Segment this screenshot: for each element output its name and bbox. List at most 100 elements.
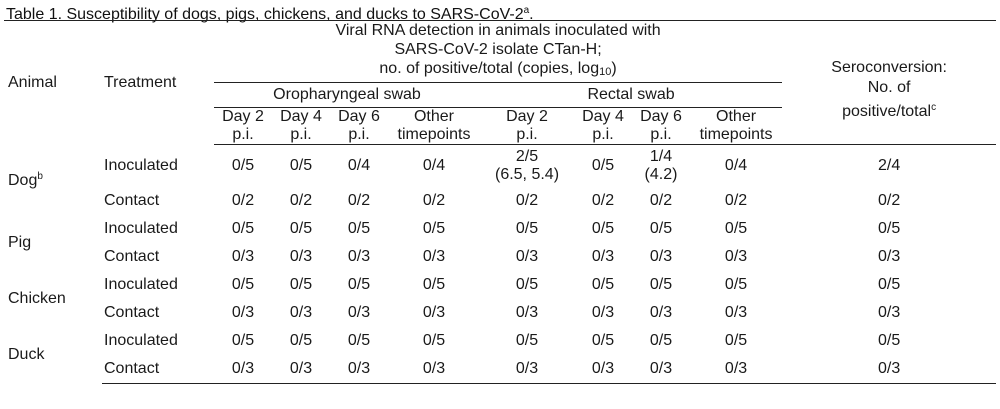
table-cell: 0/2: [515, 192, 539, 209]
col-header-oropharyngeal: Oropharyngeal swab: [214, 82, 480, 108]
table-cell: 0/2: [724, 192, 748, 209]
table-cell: 0/2: [231, 192, 255, 209]
table-row: Contact 0/2 0/2 0/2 0/2 0/2 0/2 0/2 0/2 …: [4, 187, 996, 215]
table-cell: 0/5: [591, 332, 615, 349]
table-cell: 0/3: [724, 248, 748, 265]
table-cell: 0/5: [724, 332, 748, 349]
col-header-rectal-day2: Day 2 p.i.: [506, 108, 548, 143]
treatment-cell: Contact: [104, 304, 160, 321]
treatment-cell: Inoculated: [104, 157, 178, 174]
table-cell: 0/3: [877, 248, 901, 265]
table-cell: 2/5 (6.5, 5.4): [494, 148, 560, 183]
table-cell: 2/4: [877, 157, 901, 174]
table-cell: 0/5: [724, 276, 748, 293]
treatment-cell: Inoculated: [104, 332, 178, 349]
caption-text: Table 1. Susceptibility of dogs, pigs, c…: [6, 6, 524, 23]
sero-line-2: No. of: [867, 78, 911, 96]
table-cell: 0/3: [649, 248, 673, 265]
table-row: Chicken Inoculated 0/5 0/5 0/5 0/5 0/5 0…: [4, 271, 996, 307]
table-cell: 0/5: [515, 332, 539, 349]
viral-rna-line-3: no. of positive/total (copies, log10): [379, 60, 617, 78]
treatment-cell: Contact: [104, 248, 160, 265]
col-header-oro-day2: Day 2 p.i.: [222, 108, 264, 143]
table-row: Contact 0/3 0/3 0/3 0/3 0/3 0/3 0/3 0/3 …: [4, 355, 997, 384]
table-cell: 0/5: [877, 276, 901, 293]
table-cell: 0/3: [214, 355, 272, 384]
table-row: Contact 0/3 0/3 0/3 0/3 0/3 0/3 0/3 0/3 …: [4, 243, 996, 271]
col-header-seroconversion: Seroconversion: No. of positive/totalc: [782, 21, 996, 145]
table-cell: 0/3: [347, 248, 371, 265]
table-cell: 0/5: [422, 276, 446, 293]
table-cell: 0/3: [591, 248, 615, 265]
table-cell: 0/5: [231, 220, 255, 237]
sero-line-1: Seroconversion:: [831, 58, 947, 76]
col-header-oro-day4: Day 4 p.i.: [280, 108, 322, 143]
table-row: Pig Inoculated 0/5 0/5 0/5 0/5 0/5 0/5 0…: [4, 215, 996, 251]
table-cell: 0/5: [231, 276, 255, 293]
animal-cell-dog: Dogb: [8, 170, 43, 189]
table-cell: 0/5: [231, 332, 255, 349]
table-cell: 0/5: [289, 332, 313, 349]
col-header-oro-other: Other timepoints: [397, 108, 471, 143]
table-cell: 0/5: [724, 220, 748, 237]
table-cell: 0/3: [632, 355, 690, 384]
table-cell: 0/5: [289, 157, 313, 174]
table-cell: 0/3: [422, 248, 446, 265]
col-header-rectal: Rectal swab: [480, 82, 783, 108]
col-header-rectal-other: Other timepoints: [699, 108, 773, 143]
table-cell: 0/5: [877, 332, 901, 349]
table-cell: 0/3: [272, 355, 330, 384]
table-cell: 0/3: [347, 304, 371, 321]
sero-line-3: positive/totalc: [842, 101, 937, 120]
col-header-animal: Animal: [8, 73, 57, 91]
table-cell: 0/5: [347, 276, 371, 293]
table-cell: 0/3: [231, 304, 255, 321]
susceptibility-table: Animal Treatment Viral RNA detection in …: [4, 20, 997, 384]
table-cell: 0/2: [877, 192, 901, 209]
table-cell: 0/2: [289, 192, 313, 209]
animal-cell-chicken: Chicken: [8, 290, 66, 307]
table-cell: 0/5: [515, 220, 539, 237]
table-cell: 0/3: [574, 355, 632, 384]
table-cell: 0/3: [877, 304, 901, 321]
table-cell: 0/5: [649, 220, 673, 237]
table-cell: 0/5: [289, 276, 313, 293]
table-cell: 0/2: [347, 192, 371, 209]
table-cell: 0/5: [422, 220, 446, 237]
col-header-oro-day6: Day 6 p.i.: [338, 108, 380, 143]
table-cell: 0/3: [649, 304, 673, 321]
table-cell: 0/3: [422, 304, 446, 321]
table-cell: 0/5: [289, 220, 313, 237]
table-cell: 0/3: [289, 248, 313, 265]
table-cell: 0/3: [515, 248, 539, 265]
table-cell: 0/5: [347, 220, 371, 237]
table-cell: 0/3: [289, 304, 313, 321]
col-header-treatment: Treatment: [104, 73, 177, 91]
table-cell: 0/2: [591, 192, 615, 209]
col-header-rectal-day6: Day 6 p.i.: [640, 108, 682, 143]
animal-cell-duck: Duck: [8, 346, 45, 364]
table-cell: 0/3: [591, 304, 615, 321]
treatment-cell: Inoculated: [104, 276, 178, 293]
table-row: Dogb Inoculated 0/5 0/5 0/4 0/4 2/5 (6.5,…: [4, 145, 996, 189]
table-cell: 0/3: [515, 304, 539, 321]
table-cell: 0/5: [649, 332, 673, 349]
table-cell: 0/5: [422, 332, 446, 349]
table-caption: Table 1. Susceptibility of dogs, pigs, c…: [6, 2, 534, 24]
table-cell: 0/4: [347, 157, 371, 174]
table-cell: 0/2: [422, 192, 446, 209]
viral-rna-line-1: Viral RNA detection in animals inoculate…: [335, 22, 661, 39]
caption-period: .: [529, 6, 534, 23]
table-cell: 0/5: [231, 157, 255, 174]
table-cell: 0/5: [877, 220, 901, 237]
treatment-cell: Contact: [102, 355, 214, 384]
treatment-cell: Inoculated: [104, 220, 178, 237]
table-cell: 0/5: [591, 157, 615, 174]
table-cell: 0/5: [591, 276, 615, 293]
table-row: Duck Inoculated 0/5 0/5 0/5 0/5 0/5 0/5 …: [4, 327, 996, 363]
table-cell: 0/3: [480, 355, 574, 384]
table-row: Contact 0/3 0/3 0/3 0/3 0/3 0/3 0/3 0/3 …: [4, 299, 996, 327]
table-cell: 0/3: [724, 304, 748, 321]
table-cell: 0/5: [649, 276, 673, 293]
